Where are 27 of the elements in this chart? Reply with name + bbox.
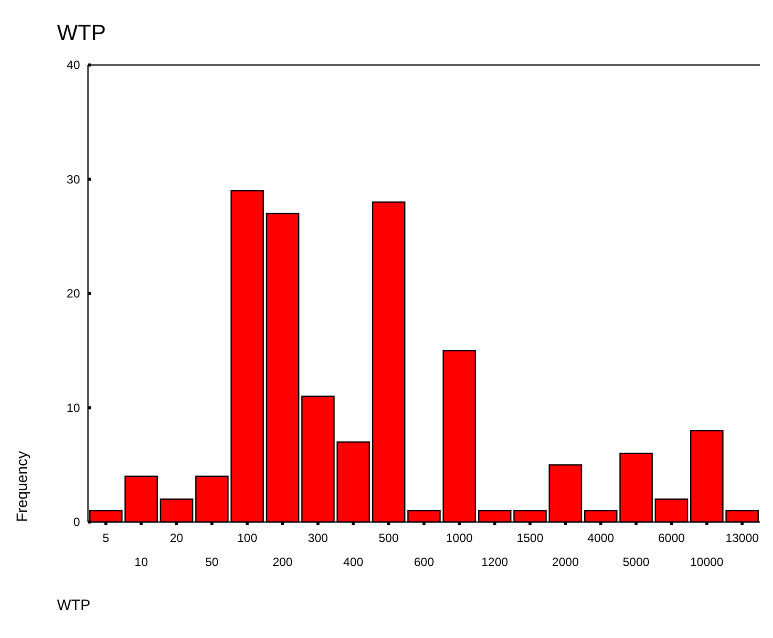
x-tick-label: 1000: [446, 531, 474, 545]
x-tick-label: 600: [414, 555, 434, 569]
x-tick-label: 100: [237, 531, 258, 545]
y-axis-title: Frequency: [14, 450, 31, 522]
x-tick-label: 6000: [658, 531, 686, 545]
y-tick-label: 10: [66, 400, 80, 415]
x-tick-label: 300: [308, 531, 328, 545]
x-tick-label: 1200: [481, 555, 508, 569]
y-tick-label: 0: [73, 515, 80, 530]
x-tick-label: 500: [378, 531, 399, 545]
x-tick-label: 13000: [725, 531, 760, 545]
y-tick-label: 20: [66, 286, 80, 301]
x-axis-title: WTP: [57, 597, 90, 614]
x-tick-label: 400: [343, 555, 364, 569]
x-tick-label: 10: [134, 555, 148, 569]
x-tick-label: 50: [205, 555, 219, 569]
x-tick-label: 1500: [516, 531, 544, 545]
x-tick-label: 4000: [587, 531, 614, 545]
chart-title: WTP: [57, 20, 106, 45]
x-tick-label: 10000: [690, 555, 724, 569]
x-tick-label: 5: [102, 531, 110, 545]
x-tick-label: 5000: [622, 555, 650, 569]
y-tick-label: 30: [66, 172, 80, 186]
y-tick-label: 40: [66, 58, 80, 72]
x-tick-label: 2000: [552, 555, 580, 569]
x-tick-label: 200: [272, 555, 293, 569]
x-tick-label: 20: [170, 531, 184, 545]
